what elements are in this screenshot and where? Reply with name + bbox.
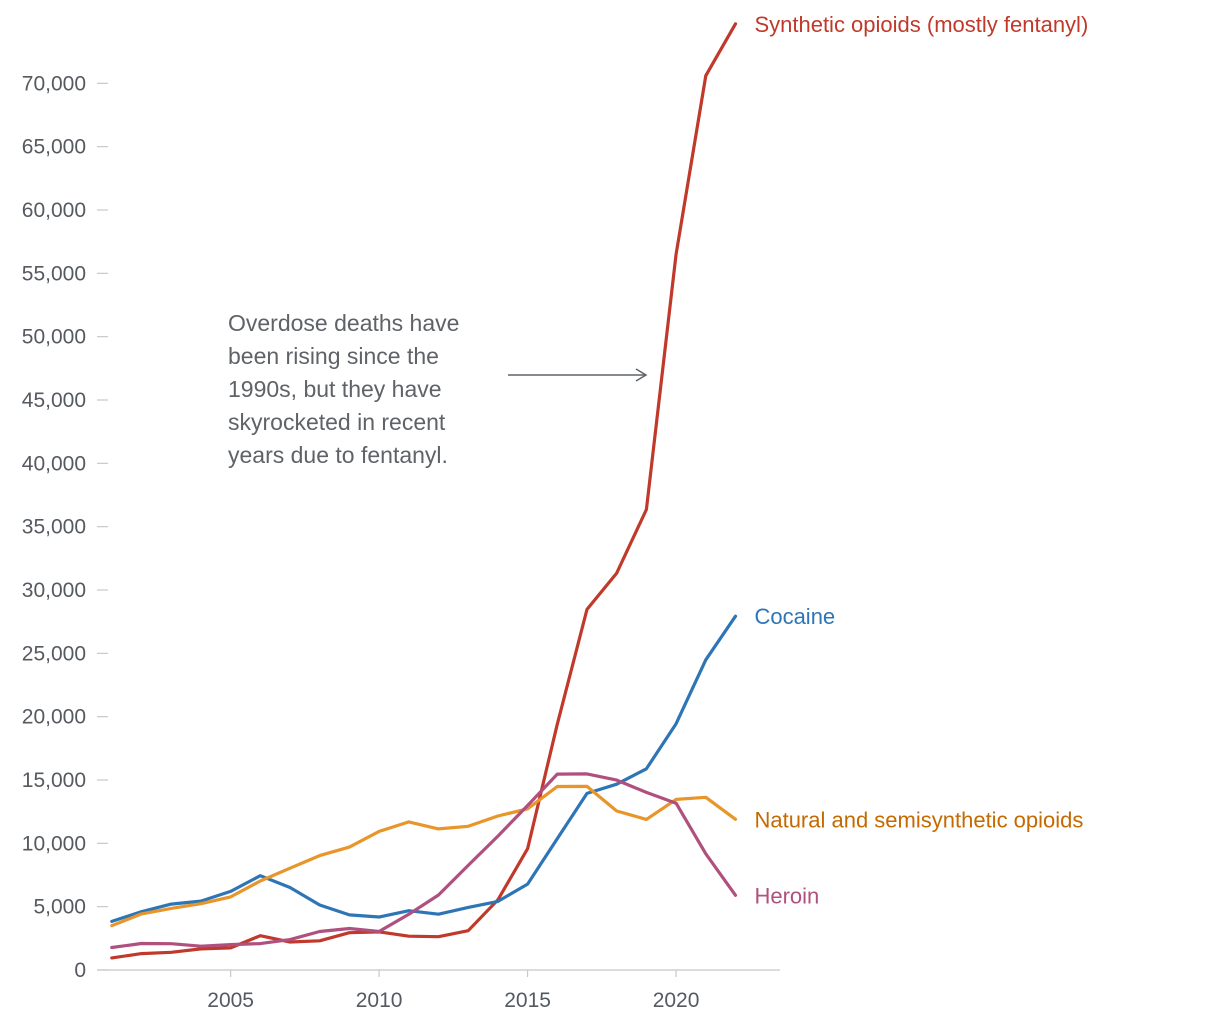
- label-synthetic-opioids-mostly-fentanyl: Synthetic opioids (mostly fentanyl): [754, 12, 1088, 37]
- y-tick-label: 70,000: [22, 72, 86, 95]
- series-lines: [110, 22, 738, 960]
- x-tick-label: 2005: [207, 989, 254, 1012]
- y-tick-label: 40,000: [22, 452, 86, 475]
- annotation-line-5: years due to fentanyl.: [228, 442, 448, 468]
- x-tick-label: 2020: [653, 989, 700, 1012]
- y-tick-label: 35,000: [22, 516, 86, 539]
- y-tick-label: 10,000: [22, 832, 86, 855]
- series-labels: Synthetic opioids (mostly fentanyl) Cocai…: [754, 12, 1088, 908]
- annotation: Overdose deaths have been rising since t…: [228, 310, 648, 468]
- y-tick-label: 30,000: [22, 579, 86, 602]
- y-tick-label: 20,000: [22, 706, 86, 729]
- label-heroin: Heroin: [754, 883, 819, 908]
- label-natural-and-semisynthetic-opioids: Natural and semisynthetic opioids: [754, 807, 1083, 832]
- y-tick-label: 0: [74, 959, 86, 982]
- y-tick-label: 60,000: [22, 199, 86, 222]
- y-tick-label: 65,000: [22, 136, 86, 159]
- annotation-line-2: been rising since the: [228, 343, 439, 369]
- x-tick-label: 2015: [504, 989, 551, 1012]
- annotation-line-3: 1990s, but they have: [228, 376, 442, 402]
- y-tick-label: 25,000: [22, 642, 86, 665]
- label-cocaine: Cocaine: [754, 604, 835, 629]
- line-natural-and-semisynthetic-opioids: [110, 784, 738, 928]
- line-synthetic-opioids-mostly-fentanyl: [110, 22, 738, 960]
- y-tick-label: 55,000: [22, 262, 86, 285]
- annotation-line-1: Overdose deaths have: [228, 310, 459, 336]
- y-tick-label: 15,000: [22, 769, 86, 792]
- y-tick-label: 5,000: [33, 896, 86, 919]
- y-axis: 0 5,000 10,000 15,000 20,000 25,000 30,000 35,0…: [22, 72, 108, 982]
- line-heroin: [110, 772, 738, 950]
- line-cocaine: [110, 614, 738, 924]
- annotation-arrow-head: [635, 368, 648, 382]
- annotation-line-4: skyrocketed in recent: [228, 409, 446, 435]
- x-axis: 2005 2010 2015 2020: [97, 969, 780, 1012]
- y-tick-label: 50,000: [22, 326, 86, 349]
- y-tick-label: 45,000: [22, 389, 86, 412]
- x-tick-label: 2010: [356, 989, 403, 1012]
